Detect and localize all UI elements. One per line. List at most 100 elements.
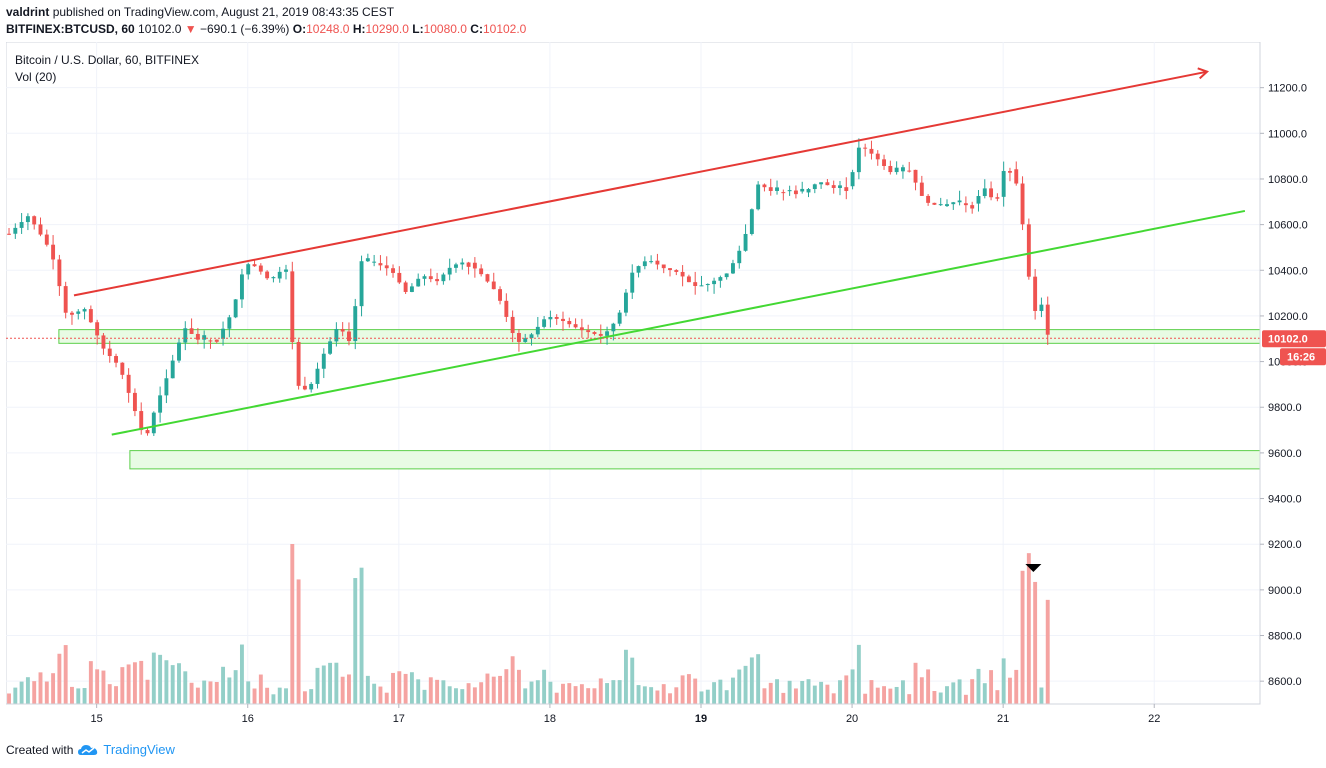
volume-bar: [107, 684, 112, 704]
open-label: O:: [292, 22, 307, 36]
low-label: L:: [412, 22, 424, 36]
down-arrow-icon: ▼: [184, 22, 197, 36]
price-axis[interactable]: 11200.0 11000.0 10800.0 10600.0 10400.0 10200…: [1259, 42, 1308, 704]
volume-bar: [598, 678, 603, 704]
candle-body: [768, 187, 773, 191]
volume-bar: [636, 685, 641, 704]
symbol-info: BITFINEX:BTCUSD, 60: [6, 22, 135, 36]
candle-body: [454, 264, 458, 268]
volume-bar: [359, 567, 364, 704]
candle-body: [485, 274, 490, 282]
candle-body: [504, 300, 509, 317]
volume-bar: [793, 688, 798, 704]
volume-bar: [32, 681, 37, 704]
volume-bar: [875, 687, 880, 704]
candle-body: [561, 318, 565, 322]
candle-body: [391, 268, 395, 273]
candle-body: [819, 182, 824, 185]
volume-bar: [951, 682, 956, 704]
volume-bar: [510, 656, 515, 704]
volume-bar: [44, 681, 49, 704]
price-chart[interactable]: 11200.0 11000.0 10800.0 10600.0 10400.0 10200…: [5, 41, 1326, 732]
volume-bar: [926, 669, 931, 704]
candle-body: [302, 385, 307, 390]
volume-bar: [397, 671, 402, 704]
last-price-tag: 10102.0 16:26: [1262, 330, 1326, 366]
candle-body: [334, 329, 339, 342]
candle-body: [913, 169, 918, 183]
author-name[interactable]: valdrint: [6, 5, 50, 19]
volume-title: Vol (20): [15, 70, 56, 84]
candle-body: [712, 280, 717, 285]
time-axis[interactable]: 15 16 17 18 19 20 21 22: [6, 703, 1260, 725]
candle-body: [233, 299, 238, 318]
candle-body: [221, 328, 226, 339]
volume-bar: [195, 687, 200, 704]
candle-body: [88, 309, 93, 323]
volume-bar: [592, 688, 597, 704]
candle-body: [756, 184, 761, 210]
volume-bar: [25, 677, 30, 704]
chart-area[interactable]: 11200.0 11000.0 10800.0 10600.0 10400.0 10200…: [5, 41, 1326, 732]
trend-lines[interactable]: [73, 67, 1246, 436]
volume-bar: [737, 669, 742, 704]
volume-bar: [239, 644, 244, 704]
volume-bar: [63, 645, 68, 704]
candle-body: [1014, 169, 1019, 184]
volume-bar: [888, 688, 893, 704]
candle-body: [932, 202, 937, 205]
candle-body: [982, 188, 987, 197]
candle-body: [372, 261, 377, 263]
candle-body: [13, 227, 18, 234]
candle-body: [1026, 224, 1031, 277]
candle-body: [894, 167, 899, 173]
candle-body: [869, 148, 874, 154]
price-tick-label: 9600.0: [1268, 448, 1302, 460]
volume-bar: [623, 649, 628, 704]
candle-body: [359, 261, 364, 307]
volume-bar: [189, 682, 194, 704]
candle-body: [655, 260, 660, 265]
support-zones[interactable]: [58, 329, 1261, 470]
volume-bar: [76, 688, 81, 704]
candle-body: [945, 204, 949, 207]
candle-body: [76, 311, 81, 314]
candle-body: [649, 261, 654, 263]
volume-bar: [586, 688, 591, 704]
volume-bar: [409, 672, 414, 704]
candle-body: [812, 184, 817, 190]
volume-bar: [661, 684, 666, 704]
candle-body: [724, 273, 729, 278]
volume-bar: [177, 663, 181, 704]
volume-bar: [365, 675, 370, 704]
price-tick-label: 9400.0: [1268, 494, 1302, 506]
candle-body: [926, 195, 931, 203]
candle-body: [844, 187, 849, 191]
candle-body: [498, 289, 502, 301]
tradingview-brand[interactable]: TradingView: [103, 742, 175, 757]
candle-body: [258, 265, 263, 272]
volume-bar: [1001, 658, 1006, 704]
volume-bar: [51, 673, 56, 704]
volume-bar: [775, 679, 779, 704]
last-price-tag-value: 10102.0: [1268, 333, 1308, 345]
volume-bar: [611, 680, 616, 704]
candle-body: [535, 326, 540, 335]
volume-bar: [831, 693, 836, 704]
volume-bar: [919, 677, 924, 704]
volume-bar: [1008, 677, 1012, 704]
candle-body: [63, 286, 68, 313]
volume-bar: [95, 669, 100, 704]
candle-body: [95, 322, 100, 336]
volume-bar: [466, 683, 471, 704]
symbol-title: Bitcoin / U.S. Dollar, 60, BITFINEX: [15, 53, 199, 67]
candle-body: [863, 147, 868, 149]
candle-body: [605, 331, 610, 336]
volume-bar: [995, 690, 1000, 704]
volume-bar: [132, 662, 137, 704]
plot-pane[interactable]: [5, 41, 1261, 705]
candle-body: [573, 324, 578, 328]
candle-body: [737, 250, 742, 264]
volume-bar: [1020, 570, 1025, 704]
volume-bar: [309, 689, 314, 704]
